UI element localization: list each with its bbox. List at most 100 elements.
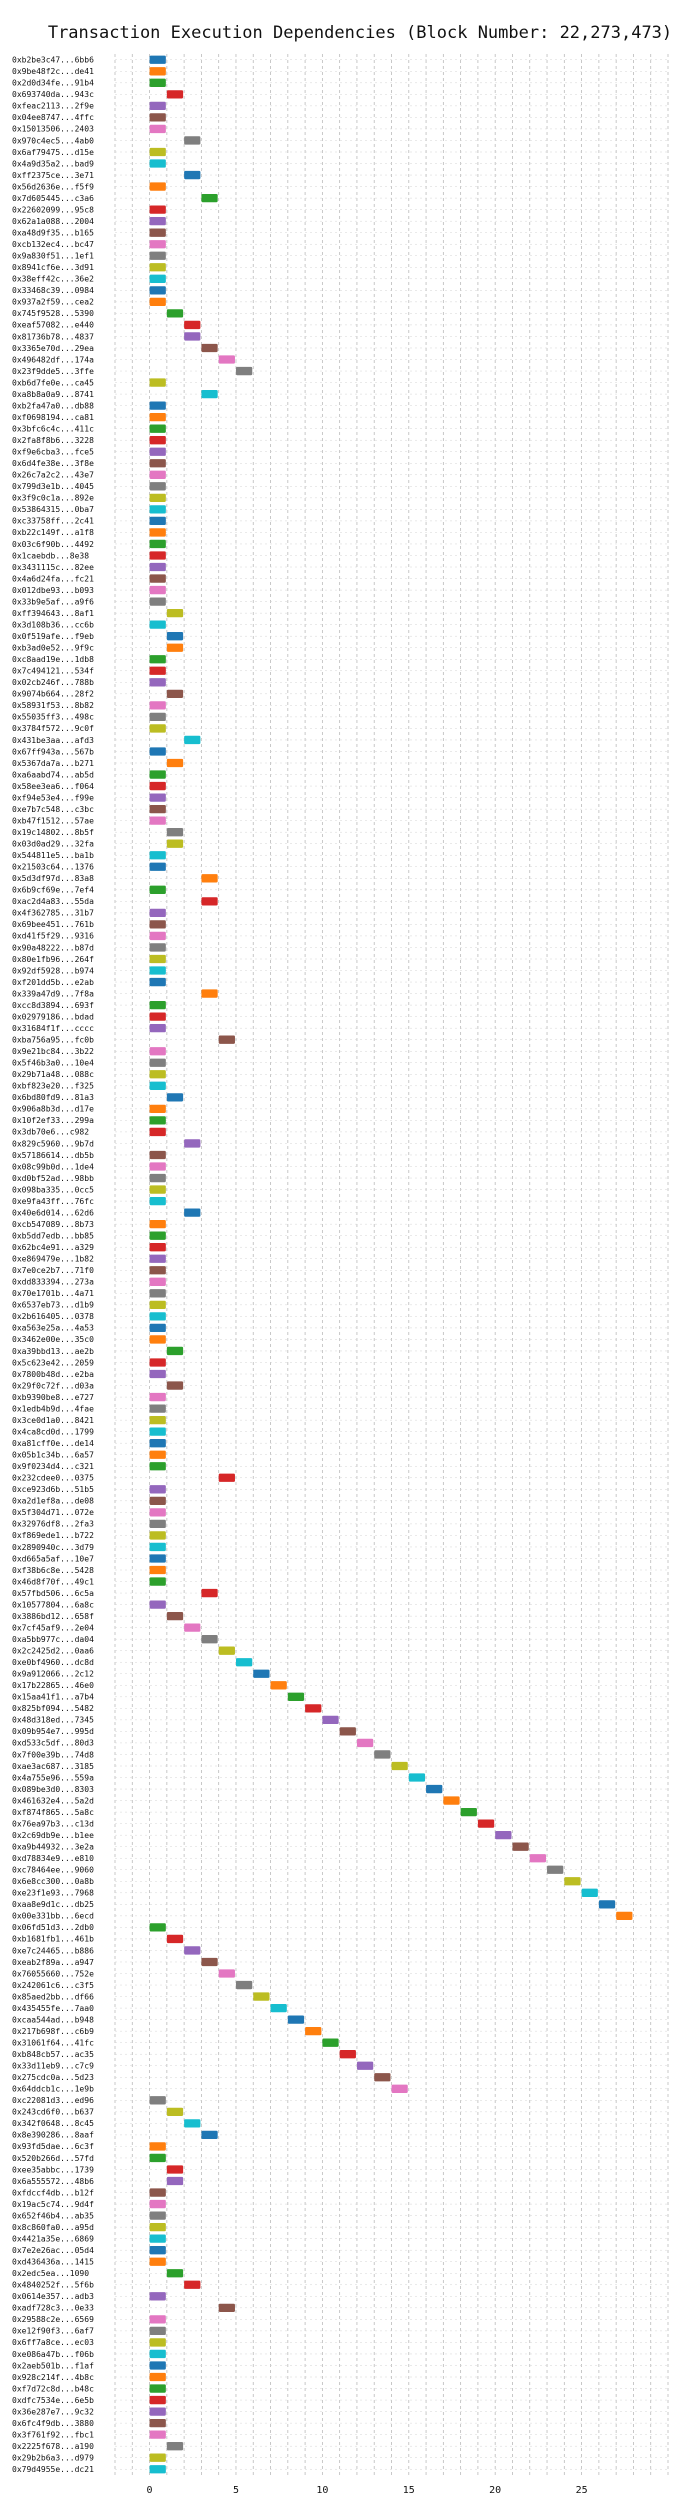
transaction-bar (149, 2257, 166, 2266)
transaction-label: 0xba756a95...fc0b (12, 1035, 94, 1044)
transaction-label: 0x29f0c72f...d03a (12, 1381, 94, 1390)
chart-title: Transaction Execution Dependencies (Bloc… (48, 23, 672, 43)
transaction-label: 0x31684f1f...cccc (12, 1024, 94, 1033)
transaction-bar (149, 1150, 166, 1160)
transaction-label: 0x93fd5dae...6c3f (12, 2142, 94, 2151)
transaction-bar (149, 551, 166, 560)
transaction-label: 0x7d605445...c3a6 (12, 194, 94, 203)
transaction-label: 0x29b71a48...088c (12, 1070, 94, 1079)
transaction-label: 0x6d4fe38e...3f8e (12, 459, 94, 468)
transaction-label: 0x10f2ef33...299a (12, 1116, 94, 1125)
transaction-label: 0x02cb246f...788b (12, 678, 94, 687)
transaction-label: 0x461632e4...5a2d (12, 1796, 94, 1805)
transaction-label: 0xe869479e...1b82 (12, 1255, 94, 1264)
transaction-bar (149, 401, 166, 410)
transaction-bar (149, 1404, 166, 1413)
transaction-bar (149, 816, 166, 825)
transaction-label: 0xbf823e20...f325 (12, 1082, 94, 1091)
transaction-bar (149, 1565, 166, 1575)
transaction-bar (270, 1681, 287, 1690)
transaction-label: 0xeaf57082...e440 (12, 321, 94, 330)
transaction-bar (149, 1508, 166, 1517)
transaction-bar (149, 1554, 166, 1563)
transaction-bar (166, 839, 184, 848)
transaction-bar (149, 1012, 166, 1021)
transaction-bar (149, 620, 166, 629)
transaction-bar (149, 2234, 166, 2243)
transaction-label: 0x57186614...db5b (12, 1151, 94, 1160)
transaction-bar (218, 2303, 235, 2312)
transaction-bar (149, 597, 166, 606)
transaction-bar (149, 2142, 166, 2151)
transaction-label: 0x62a1a088...2004 (12, 217, 94, 226)
transaction-label: 0xb5dd7edb...bb85 (12, 1231, 94, 1240)
transaction-label: 0x48d318ed...7345 (12, 1716, 94, 1725)
transaction-label: 0x06fd51d3...2db0 (12, 1923, 94, 1932)
transaction-label: 0x2aeb501b...f1af (12, 2361, 94, 2370)
transaction-label: 0x2d0d34fe...91b4 (12, 79, 94, 88)
transaction-bar (305, 2027, 322, 2036)
transaction-bar (166, 1611, 184, 1621)
transaction-bar (149, 263, 166, 272)
transaction-bar (581, 1888, 598, 1897)
transaction-bar (149, 966, 166, 975)
transaction-bar (149, 2199, 166, 2209)
transaction-bar (564, 1877, 581, 1886)
transaction-label: 0x80e1fb96...264f (12, 955, 94, 964)
transaction-label: 0x05b1c34b...6a57 (12, 1451, 94, 1460)
transaction-bar (149, 205, 166, 214)
transaction-label: 0x58931f53...8b82 (12, 701, 94, 710)
transaction-label: 0x7800b48d...e2ba (12, 1370, 94, 1379)
transaction-bar (322, 1715, 339, 1725)
transaction-label: 0xb22c149f...a1f8 (12, 528, 94, 537)
transaction-bar (166, 1346, 184, 1356)
transaction-label: 0x7e2e26ac...05d4 (12, 2246, 94, 2255)
transaction-label: 0x496482df...174a (12, 355, 94, 364)
transaction-label: 0x9e21bc84...3b22 (12, 1047, 94, 1056)
transaction-label: 0xb6d7fe0e...ca45 (12, 378, 94, 387)
transaction-bar (149, 2361, 166, 2370)
transaction-label: 0x4ca8cd0d...1799 (12, 1427, 94, 1436)
transaction-bar (149, 1496, 166, 1505)
transaction-label: 0x19c14802...8b5f (12, 828, 94, 837)
transaction-label: 0xa48d9f35...b165 (12, 228, 94, 237)
transaction-label: 0x3d108b36...cc6b (12, 620, 94, 629)
transaction-label: 0xac2d4a83...55da (12, 897, 94, 906)
transaction-bar (235, 1658, 253, 1667)
transaction-label: 0xd78834e9...e810 (12, 1854, 94, 1863)
transaction-bar (443, 1796, 460, 1805)
y-axis-labels: 0xb2be3c47...6bb6 0x9be48f2c...de41 0x2d0d… (12, 56, 94, 2474)
transaction-label: 0xadf728c3...0e33 (12, 2304, 94, 2313)
transaction-bar (391, 1761, 408, 1771)
transaction-bar (218, 1969, 235, 1978)
transaction-bar (149, 1104, 166, 1114)
transaction-label: 0x5c623e42...2059 (12, 1358, 94, 1367)
x-axis-labels: 0 5 10 15 20 25 (147, 2485, 588, 2496)
transaction-label: 0x6af79475...d15e (12, 148, 94, 157)
transaction-bar (149, 1335, 166, 1344)
transaction-bar (166, 1093, 184, 1102)
transaction-bar (149, 516, 166, 526)
transaction-label: 0x4f362785...31b7 (12, 909, 94, 918)
transaction-label: 0x217b698f...c6b9 (12, 2027, 94, 2036)
transaction-bar (529, 1854, 547, 1863)
transaction-bar (149, 1185, 166, 1194)
grid-lines (114, 54, 669, 2475)
transaction-label: 0xb2be3c47...6bb6 (12, 56, 94, 65)
transaction-bar (374, 1750, 391, 1759)
transaction-bar (149, 470, 166, 479)
transaction-label: 0x92df5928...b974 (12, 966, 94, 975)
transaction-label: 0x6e8cc300...0a8b (12, 1877, 94, 1886)
transaction-bar (149, 424, 166, 433)
transaction-bar (149, 159, 166, 168)
transaction-bar (149, 1519, 166, 1529)
transaction-bar (149, 862, 166, 871)
transaction-label: 0xb848cb57...ac35 (12, 2050, 94, 2059)
transaction-bar (149, 1485, 166, 1494)
transaction-bar (166, 608, 184, 618)
transaction-label: 0x76ea97b3...c13d (12, 1819, 94, 1828)
transaction-label: 0x799d3e1b...4045 (12, 482, 94, 491)
transaction-bar (270, 2003, 287, 2013)
transaction-label: 0x56d2636e...f5f9 (12, 182, 94, 191)
transaction-bar (149, 482, 166, 491)
